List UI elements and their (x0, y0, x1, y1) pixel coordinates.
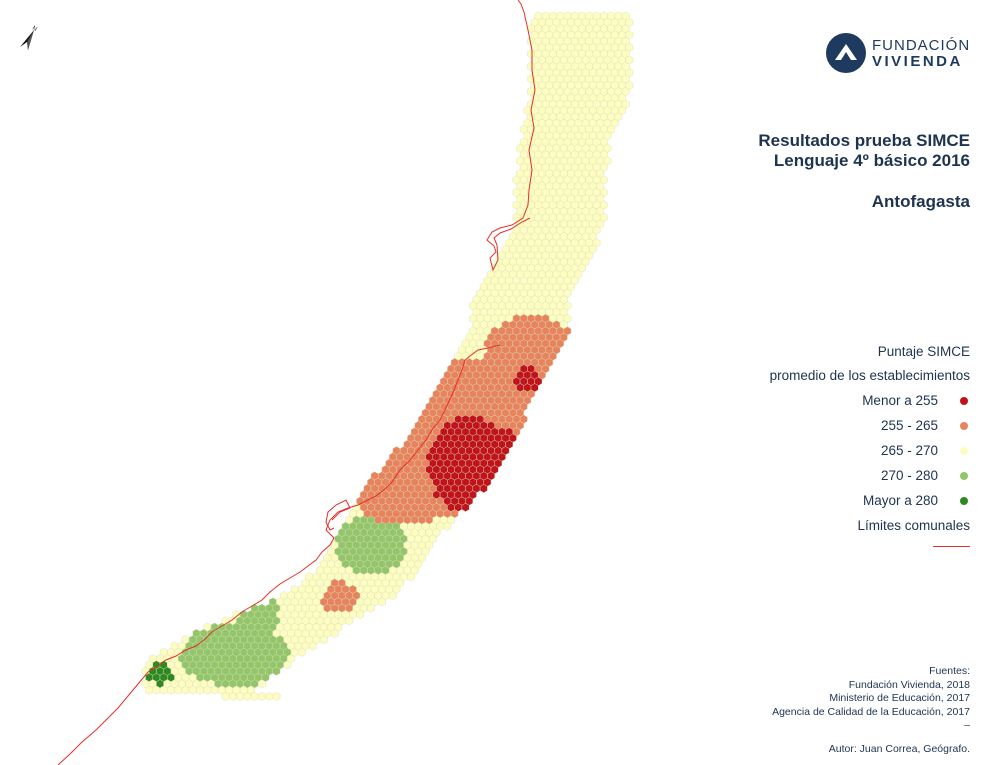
logo-mark-icon (826, 33, 866, 73)
legend-swatch-red (960, 397, 968, 405)
legend-item-boundary: Límites comunales (710, 513, 970, 538)
hex-cell (357, 610, 364, 618)
hex-cell (211, 686, 218, 694)
hex-cell (160, 686, 167, 694)
legend-label-red: Menor a 255 (862, 388, 938, 413)
hex-cell (251, 692, 258, 700)
hex-cell (367, 604, 374, 612)
source-item: Ministerio de Educación, 2017 (772, 692, 970, 706)
legend-label-boundary: Límites comunales (857, 513, 970, 538)
logo-line2: VIVIENDA (872, 54, 970, 70)
legend-label-lgreen: 270 - 280 (881, 463, 938, 488)
hex-cell (175, 686, 182, 694)
north-arrow-icon: N (14, 22, 44, 52)
legend-item-lgreen: 270 - 280 (710, 463, 970, 488)
hex-cell (153, 686, 160, 694)
legend-header-2: promedio de los establecimientos (710, 364, 970, 388)
hex-cell (222, 692, 229, 700)
author-credit: Autor: Juan Correa, Geógrafo. (829, 743, 970, 755)
legend-item-yellow: 265 - 270 (710, 438, 970, 463)
legend-swatch-orange (960, 422, 968, 430)
hex-cell (204, 686, 211, 694)
legend-label-orange: 255 - 265 (881, 413, 938, 438)
hex-cell (266, 692, 273, 700)
hex-cell (462, 503, 469, 511)
legend-item-red: Menor a 255 (710, 388, 970, 413)
legend-swatch-lgreen (960, 472, 968, 480)
hex-cell (258, 680, 265, 688)
hex-cell (298, 648, 305, 656)
legend-swatch-yellow (960, 447, 968, 455)
legend-swatch-dgreen (960, 497, 968, 505)
logo-line1: FUNDACIÓN (872, 38, 970, 54)
hex-cell (236, 692, 243, 700)
hex-cell (331, 629, 338, 637)
legend-label-yellow: 265 - 270 (881, 438, 938, 463)
source-item: Agencia de Calidad de la Educación, 2017 (772, 706, 970, 720)
legend-item-orange: 255 - 265 (710, 413, 970, 438)
svg-text:N: N (31, 26, 38, 33)
hex-cell (167, 686, 174, 694)
region-name: Antofagasta (872, 192, 970, 212)
hex-cell (309, 642, 316, 650)
hex-cell (480, 484, 487, 492)
title-line1: Resultados prueba SIMCE (758, 131, 970, 151)
legend-label-dgreen: Mayor a 280 (863, 488, 938, 513)
hex-cell (258, 692, 265, 700)
sources-block: Fuentes: Fundación Vivienda, 2018 Minist… (772, 665, 970, 733)
hex-cell (189, 686, 196, 694)
legend-item-dgreen: Mayor a 280 (710, 488, 970, 513)
hex-cell (273, 667, 280, 675)
source-item: Fundación Vivienda, 2018 (772, 679, 970, 693)
sources-header: Fuentes: (772, 665, 970, 679)
hex-cell (244, 692, 251, 700)
fundacion-vivienda-logo: FUNDACIÓN VIVIENDA (826, 33, 976, 77)
hex-cell (320, 636, 327, 644)
legend-header-1: Puntaje SIMCE (710, 340, 970, 364)
hex-cell (284, 661, 291, 669)
hex-cell (389, 591, 396, 599)
hexagon-grid (142, 12, 633, 701)
hex-cell (182, 686, 189, 694)
hex-cell (407, 573, 414, 581)
hex-cell (229, 692, 236, 700)
hex-cell (444, 522, 451, 530)
legend-boundary-line (933, 546, 970, 547)
hex-cell (273, 692, 280, 700)
hex-cell (346, 617, 353, 625)
legend: Puntaje SIMCE promedio de los establecim… (710, 340, 970, 547)
hex-cell (378, 598, 385, 606)
title-line2: Lenguaje 4º básico 2016 (758, 151, 970, 171)
sources-separator: – (772, 719, 970, 733)
hex-cell (146, 686, 153, 694)
map-title: Resultados prueba SIMCE Lenguaje 4º bási… (758, 131, 970, 171)
logo-text: FUNDACIÓN VIVIENDA (872, 38, 970, 70)
hex-cell (196, 686, 203, 694)
